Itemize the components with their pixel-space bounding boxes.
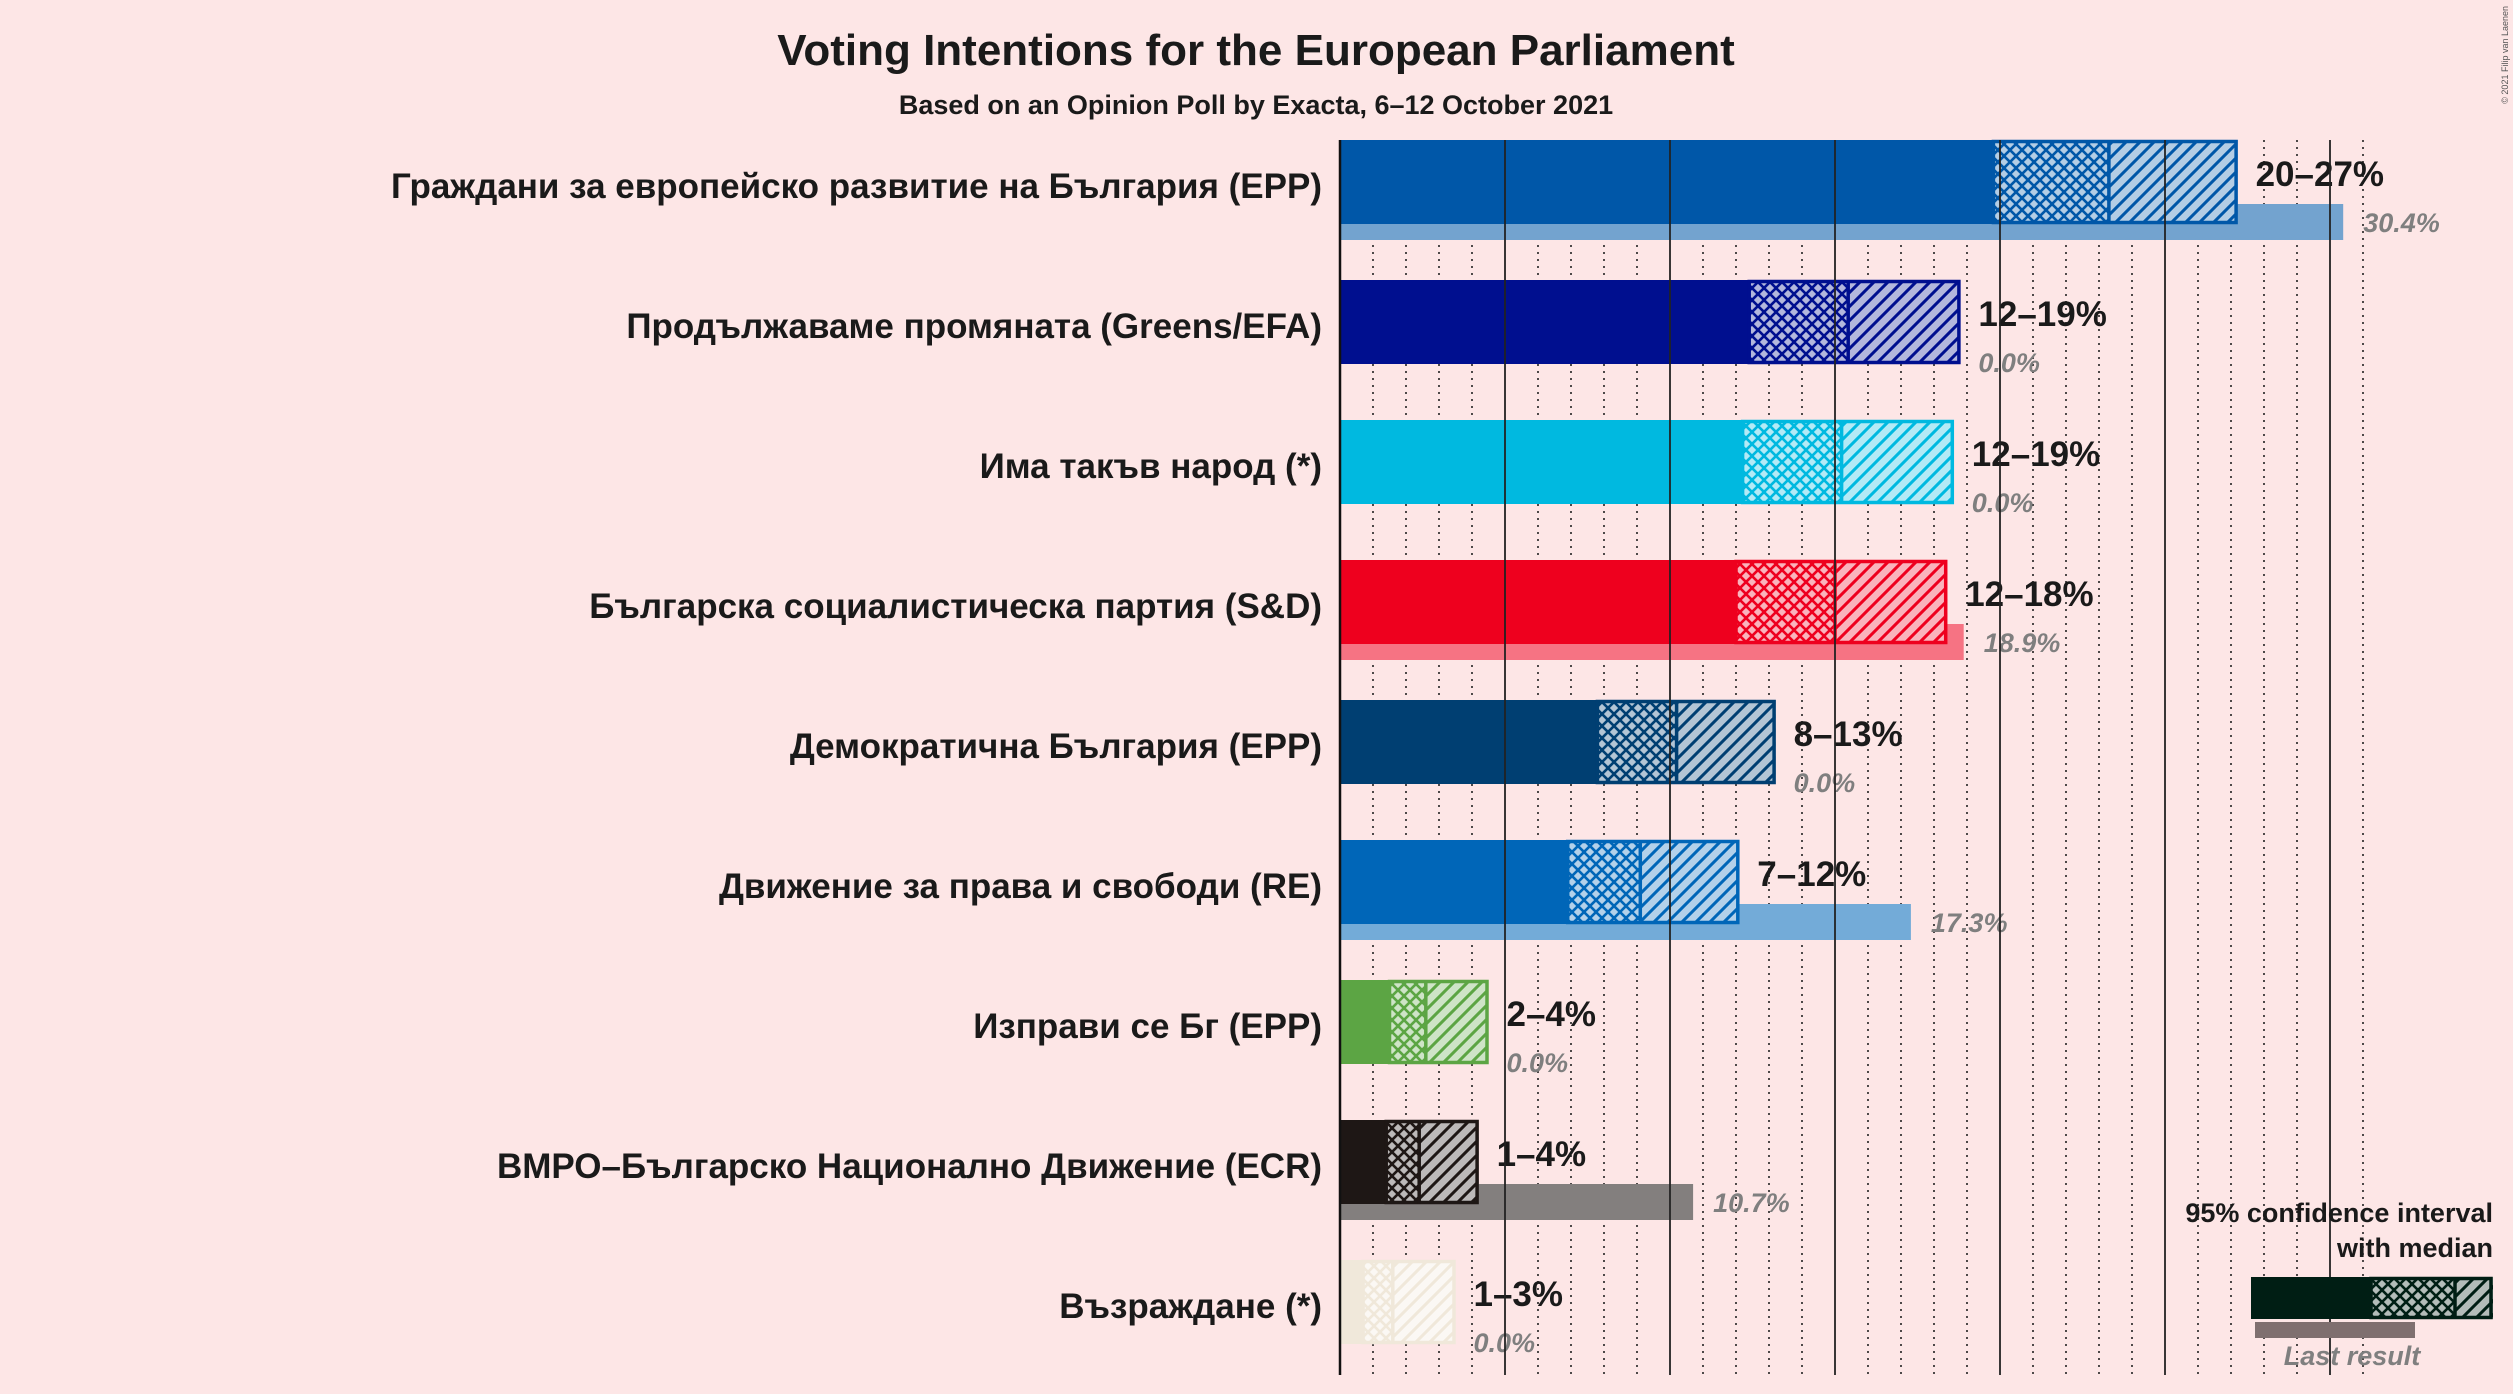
ci-low-bar (1340, 140, 1994, 224)
range-label: 2–4% (1507, 995, 1597, 1034)
copyright: © 2021 Filip van Laenen (2500, 6, 2510, 104)
last-result-label: 17.3% (1931, 908, 2008, 938)
chart-title: Voting Intentions for the European Parli… (777, 26, 1735, 75)
legend: 95% confidence interval with median Last… (2185, 1198, 2493, 1371)
last-result-label: 18.9% (1984, 628, 2061, 658)
range-label: 1–4% (1497, 1135, 1587, 1174)
ci-low-bar (1340, 420, 1743, 504)
ci-lower-half (1736, 560, 1835, 644)
party-label: ВМРО–Българско Национално Движение (ECR) (497, 1147, 1322, 1186)
ci-upper-half (1419, 1120, 1479, 1204)
range-label: 12–19% (1978, 295, 2106, 334)
ci-lower-half (1386, 1120, 1420, 1204)
ci-lower-half (1597, 700, 1677, 784)
party-row: Изправи се Бг (EPP) 2–4% 0.0% (973, 979, 1597, 1078)
range-label: 8–13% (1794, 715, 1903, 754)
ci-outline (1384, 1119, 1479, 1205)
ci-outline (1740, 419, 1955, 505)
legend-title-line2: with median (2336, 1233, 2493, 1263)
ci-upper-half (1841, 420, 1954, 504)
last-result-label: 0.0% (1972, 488, 2034, 518)
range-label: 12–19% (1972, 435, 2100, 474)
party-row: Демократична България (EPP) 8–13% 0.0% (790, 699, 1903, 798)
gridlines-major (1338, 140, 2331, 1375)
ci-upper-half (1392, 1260, 1456, 1344)
ci-low-bar (1340, 560, 1736, 644)
ci-lower-half (1993, 140, 2109, 224)
party-label: Демократична България (EPP) (790, 727, 1322, 766)
ci-lower-half (1749, 280, 1849, 364)
ci-low-bar (1340, 1120, 1387, 1204)
last-result-label: 0.0% (1978, 348, 2040, 378)
ci-outline (1747, 279, 1961, 365)
party-row: Има такъв народ (*) 12–19% 0.0% (980, 419, 2100, 518)
ci-upper-half (1835, 560, 1948, 644)
party-row: Българска социалистическа партия (S&D) 12… (589, 559, 2094, 660)
legend-last-result-label: Last result (2284, 1341, 2422, 1371)
bar-rows: Граждани за европейско развитие на Бълга… (391, 139, 2440, 1375)
party-label: Възраждане (*) (1059, 1287, 1322, 1326)
range-label: 12–18% (1965, 575, 2093, 614)
party-row: Продължаваме промяната (Greens/EFA) 12–19… (626, 279, 2107, 378)
legend-swatch (2251, 1276, 2493, 1338)
party-label: Българска социалистическа партия (S&D) (589, 587, 1322, 626)
ci-outline (1991, 139, 2238, 225)
range-label: 20–27% (2256, 155, 2384, 194)
legend-title-line1: 95% confidence interval (2185, 1198, 2493, 1228)
party-row: Движение за права и свободи (RE) 7–12% 17.… (719, 839, 2008, 940)
last-result-label: 30.4% (2363, 208, 2440, 238)
ci-upper-half (1848, 280, 1961, 364)
party-row: Граждани за европейско развитие на Бълга… (391, 139, 2440, 240)
party-row: Възраждане (*) 1–3%0.0% (1059, 1259, 1564, 1358)
ci-upper-half (1676, 700, 1776, 784)
last-result-label: 0.0% (1794, 768, 1856, 798)
ci-outline (1565, 839, 1740, 925)
ci-outline (1387, 979, 1489, 1065)
ci-lower-half (1363, 1260, 1393, 1344)
range-label: 7–12% (1757, 855, 1866, 894)
ci-lower-half (1742, 420, 1842, 504)
ci-outline (1595, 699, 1776, 785)
legend-last-bar (2255, 1322, 2415, 1338)
ci-lower-half (1567, 840, 1641, 924)
party-label: Движение за права и свободи (RE) (719, 867, 1322, 906)
party-label: Има такъв народ (*) (980, 447, 1322, 486)
ci-outline (1361, 1259, 1456, 1345)
ci-low-bar (1340, 700, 1598, 784)
legend-solid (2251, 1277, 2371, 1319)
party-label: Продължаваме промяната (Greens/EFA) (626, 307, 1322, 346)
ci-low-bar (1340, 980, 1390, 1064)
last-result-label: 10.7% (1713, 1188, 1790, 1218)
legend-cross (2371, 1277, 2455, 1319)
legend-hatch (2455, 1277, 2493, 1319)
ci-upper-half (1640, 840, 1740, 924)
party-label: Граждани за европейско развитие на Бълга… (391, 167, 1322, 206)
ci-outline (1734, 559, 1948, 645)
ci-low-bar (1340, 280, 1750, 364)
range-label: 1–3% (1474, 1275, 1564, 1314)
ci-low-bar (1340, 840, 1568, 924)
party-row: ВМРО–Българско Национално Движение (ECR)… (497, 1119, 1790, 1220)
party-label: Изправи се Бг (EPP) (973, 1007, 1322, 1046)
ci-upper-half (2108, 140, 2238, 224)
chart-subtitle: Based on an Opinion Poll by Exacta, 6–12… (899, 90, 1613, 120)
legend-outline (2369, 1276, 2493, 1320)
last-result-label: 0.0% (1507, 1048, 1569, 1078)
ci-low-bar (1340, 1260, 1364, 1344)
ci-lower-half (1389, 980, 1426, 1064)
ci-upper-half (1425, 980, 1489, 1064)
